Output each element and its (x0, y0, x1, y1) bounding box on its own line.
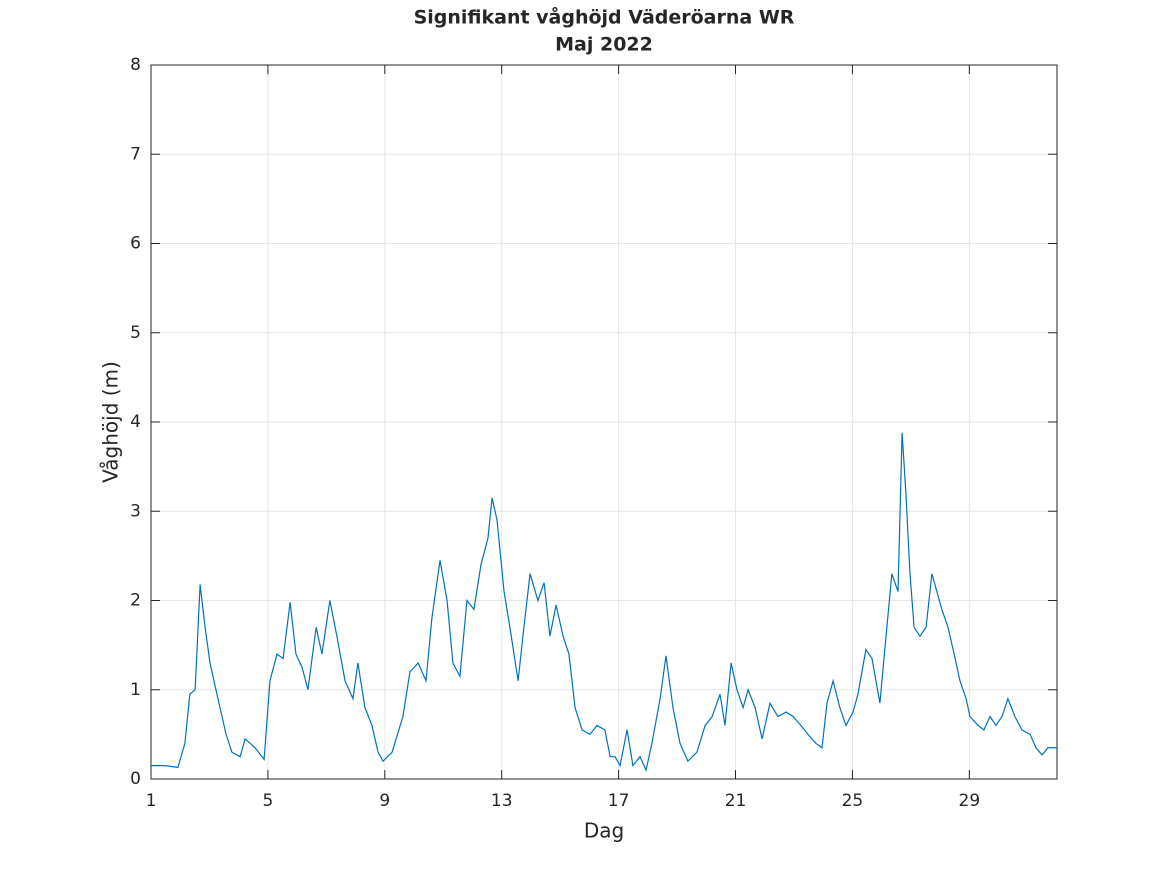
x-tick-label: 13 (491, 791, 513, 811)
x-tick-label: 25 (842, 791, 864, 811)
y-tick-label: 3 (130, 501, 141, 521)
y-tick-label: 2 (130, 591, 141, 611)
x-axis-label: Dag (584, 819, 624, 843)
y-tick-label: 0 (130, 769, 141, 789)
y-axis-label: Våghöjd (m) (99, 361, 123, 483)
x-tick-label: 9 (379, 791, 390, 811)
y-tick-label: 6 (130, 234, 141, 254)
chart-subtitle: Maj 2022 (555, 34, 653, 56)
x-tick-label: 5 (262, 791, 273, 811)
y-tick-label: 5 (130, 323, 141, 343)
chart-title: Signifikant våghöjd Väderöarna WR (414, 5, 795, 29)
y-tick-label: 8 (130, 55, 141, 75)
x-tick-label: 1 (146, 791, 157, 811)
y-tick-label: 7 (130, 144, 141, 164)
y-tick-label: 4 (130, 412, 141, 432)
x-tick-label: 29 (959, 791, 981, 811)
x-tick-label: 21 (725, 791, 747, 811)
y-tick-label: 1 (130, 680, 141, 700)
data-line (151, 432, 1057, 772)
plot-frame (150, 64, 1058, 780)
x-tick-label: 17 (608, 791, 630, 811)
